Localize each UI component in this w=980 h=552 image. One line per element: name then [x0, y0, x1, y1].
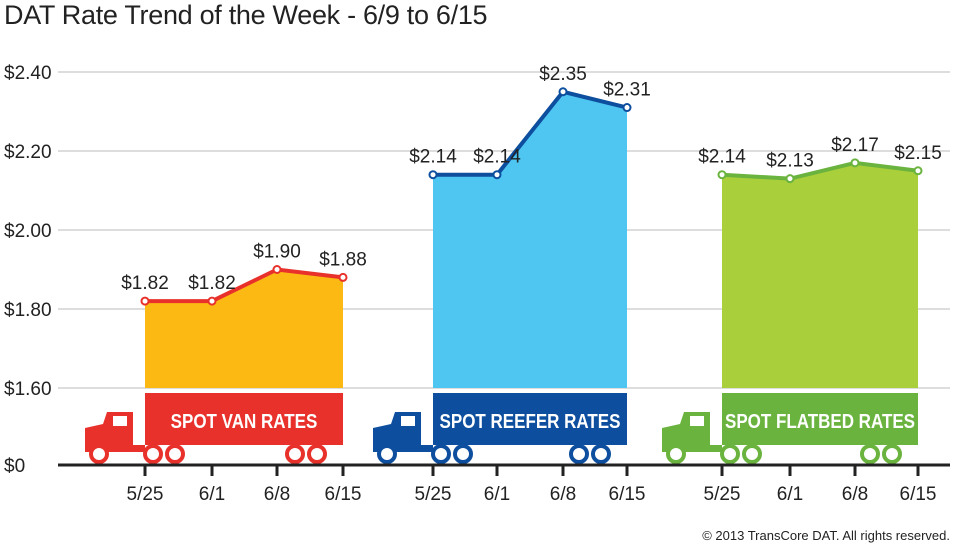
- wheel-icon: [569, 444, 589, 464]
- wheel-icon: [143, 444, 163, 464]
- data-label: $2.35: [539, 64, 587, 85]
- wheel-icon: [882, 444, 902, 464]
- x-tick-label: 6/8: [264, 484, 290, 505]
- truck-cab-icon: [85, 412, 145, 452]
- wheel-icon: [89, 444, 109, 464]
- series-label: SPOT REEFER RATES: [440, 410, 621, 433]
- data-point: [428, 170, 438, 180]
- trailer: [722, 393, 918, 445]
- series-line: [721, 160, 919, 181]
- wheel-icon: [377, 444, 397, 464]
- wheel-icon: [431, 444, 451, 464]
- data-label: $2.14: [698, 147, 746, 168]
- wheel-icon: [860, 444, 880, 464]
- x-tick-label: 5/25: [127, 484, 164, 505]
- x-tick-label: 6/15: [609, 484, 646, 505]
- x-tick-label: 6/1: [777, 484, 803, 505]
- series-1: SPOT REEFER RATES $2.14 5/25 $2.14 6/1 $2.35 6…: [373, 64, 651, 505]
- series-line: [145, 267, 344, 304]
- series-2: SPOT FLATBED RATES $2.14 5/25 $2.13 6/1 $2.17…: [662, 135, 942, 505]
- x-tick-label: 6/15: [900, 484, 937, 505]
- cab-window: [113, 416, 127, 426]
- wheel-icon: [165, 444, 185, 464]
- data-point: [913, 166, 923, 176]
- y-tick-label: $1.60: [4, 379, 52, 400]
- series-label: SPOT FLATBED RATES: [725, 410, 915, 433]
- data-point: [492, 170, 502, 180]
- data-point: [207, 296, 217, 306]
- wheel-icon: [307, 444, 327, 464]
- series-area: [145, 269, 343, 388]
- data-point: [622, 103, 632, 113]
- data-point: [272, 265, 282, 274]
- y-tick-label: $2.20: [4, 142, 52, 163]
- data-label: $2.17: [831, 135, 879, 156]
- data-label: $1.88: [319, 249, 367, 270]
- data-point: [558, 87, 568, 97]
- series-0: SPOT VAN RATES $1.82 5/25 $1.82 6/1 $1.90 6/8 $…: [85, 242, 367, 505]
- data-point: [140, 296, 150, 306]
- wheel-icon: [742, 444, 762, 464]
- y-tick-label: $1.80: [4, 300, 52, 321]
- truck-cab-icon: [662, 412, 722, 452]
- wheel-icon: [720, 444, 740, 464]
- y-tick-label: $0: [4, 456, 25, 477]
- data-point: [717, 170, 727, 180]
- series-area: [433, 91, 627, 388]
- trailer: [433, 393, 627, 445]
- x-tick-label: 5/25: [415, 484, 452, 505]
- wheel-icon: [666, 444, 686, 464]
- wheel-icon: [453, 444, 473, 464]
- data-label: $2.15: [894, 143, 942, 164]
- wheel-icon: [591, 444, 611, 464]
- x-tick-label: 6/1: [484, 484, 510, 505]
- x-tick-label: 6/8: [550, 484, 576, 505]
- series-label: SPOT VAN RATES: [171, 410, 318, 433]
- x-tick-label: 6/15: [325, 484, 362, 505]
- series-line: [433, 89, 628, 177]
- data-label: $2.13: [766, 151, 814, 172]
- y-tick-label: $2.40: [4, 63, 52, 84]
- trailer: [145, 393, 343, 445]
- data-point: [338, 272, 348, 282]
- x-tick-label: 5/25: [704, 484, 741, 505]
- data-point: [785, 174, 795, 184]
- cab-window: [401, 416, 415, 426]
- copyright: © 2013 TransCore DAT. All rights reserve…: [702, 528, 950, 543]
- chart-title: DAT Rate Trend of the Week - 6/9 to 6/15: [4, 0, 488, 30]
- y-tick-label: $2.00: [4, 221, 52, 242]
- data-label: $2.31: [603, 80, 651, 101]
- wheel-icon: [285, 444, 305, 464]
- data-label: $2.14: [409, 147, 457, 168]
- data-label: $1.82: [188, 273, 236, 294]
- data-label: $1.90: [253, 242, 301, 263]
- data-label: $1.82: [121, 273, 169, 294]
- cab-window: [690, 416, 704, 426]
- data-label: $2.14: [473, 147, 521, 168]
- x-tick-label: 6/8: [842, 484, 868, 505]
- truck-cab-icon: [373, 412, 433, 452]
- series-area: [722, 162, 918, 388]
- x-tick-label: 6/1: [199, 484, 225, 505]
- data-point: [850, 158, 860, 168]
